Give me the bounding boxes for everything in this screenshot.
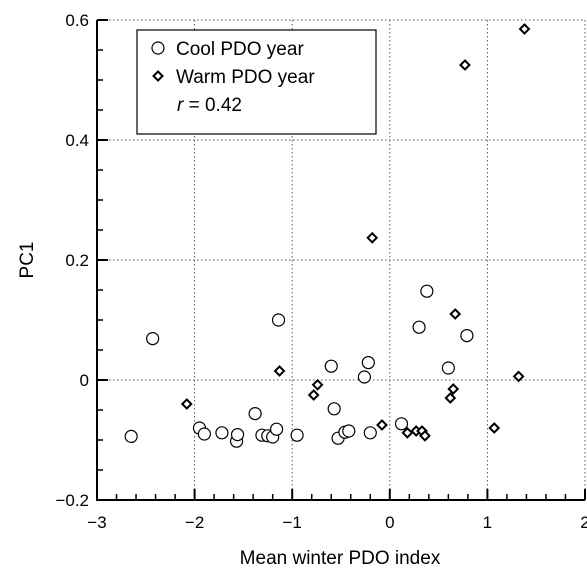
x-tick-label: 0	[385, 513, 394, 532]
correlation-value: = 0.42	[183, 95, 242, 116]
legend-cool-label: Cool PDO year	[176, 39, 304, 60]
warm-pdo-point	[376, 419, 388, 431]
x-tick-label: 2	[580, 513, 587, 532]
cool-pdo-point	[215, 426, 229, 440]
warm-pdo-point	[311, 378, 324, 391]
warm-pdo-point	[488, 422, 501, 434]
warm-pdo-point	[273, 365, 286, 377]
legend-cool-marker	[151, 41, 165, 55]
cool-pdo-point	[269, 422, 284, 436]
warm-pdo-point	[180, 398, 193, 410]
x-tick-label: −2	[185, 513, 204, 532]
warm-pdo-point	[518, 23, 531, 35]
cool-pdo-point	[146, 332, 160, 346]
warm-pdo-point	[449, 308, 462, 320]
cool-pdo-point	[271, 313, 286, 327]
cool-pdo-point	[357, 370, 372, 384]
warm-pdo-point	[459, 59, 471, 71]
y-tick-label: 0	[80, 371, 89, 390]
cool-pdo-point	[230, 428, 245, 442]
cool-pdo-point	[412, 320, 426, 334]
warm-pdo-point	[444, 392, 457, 404]
warm-pdo-point	[447, 383, 460, 395]
cool-pdo-point	[324, 359, 338, 373]
legend-warm-label: Warm PDO year	[176, 67, 315, 88]
cool-pdo-point	[290, 428, 304, 442]
legend-box	[136, 29, 377, 135]
axes	[96, 19, 586, 501]
tick-labels: −3 −2 −1 0 1 2 −0.2 0 0.2 0.4 0.6	[55, 11, 587, 532]
cool-pdo-point	[361, 356, 375, 370]
y-tick-label: 0.2	[65, 251, 89, 270]
cool-pdo-point	[363, 426, 377, 440]
cool-pdo-point	[394, 417, 409, 431]
cool-pdo-point	[342, 424, 356, 438]
warm-pdo-point	[419, 429, 431, 442]
legend: Cool PDO year Warm PDO year r = 0.42	[136, 29, 377, 135]
x-tick-label: −3	[87, 513, 106, 532]
y-axis-label: PC1	[17, 242, 38, 279]
x-tick-label: 1	[483, 513, 492, 532]
cool-pdo-point	[441, 361, 455, 375]
correlation-annotation: r = 0.42	[177, 95, 242, 116]
warm-pdo-series	[180, 23, 531, 442]
warm-pdo-point	[366, 231, 379, 244]
data-points	[124, 23, 531, 448]
legend-warm-marker	[152, 70, 164, 82]
x-tick-label: −1	[283, 513, 302, 532]
y-tick-label: −0.2	[55, 491, 89, 510]
warm-pdo-point	[401, 426, 414, 439]
warm-pdo-point	[307, 389, 320, 401]
cool-pdo-point	[460, 329, 474, 343]
warm-pdo-point	[512, 370, 525, 383]
cool-pdo-point	[420, 284, 434, 298]
cool-pdo-point	[124, 429, 138, 443]
cool-pdo-point	[327, 402, 341, 416]
cool-pdo-point	[248, 407, 262, 421]
y-tick-label: 0.4	[65, 131, 89, 150]
cool-pdo-series	[124, 284, 474, 448]
x-axis-label: Mean winter PDO index	[240, 548, 441, 569]
correlation-variable: r	[177, 95, 184, 116]
y-tick-label: 0.6	[65, 11, 89, 30]
cool-pdo-point	[197, 427, 211, 441]
